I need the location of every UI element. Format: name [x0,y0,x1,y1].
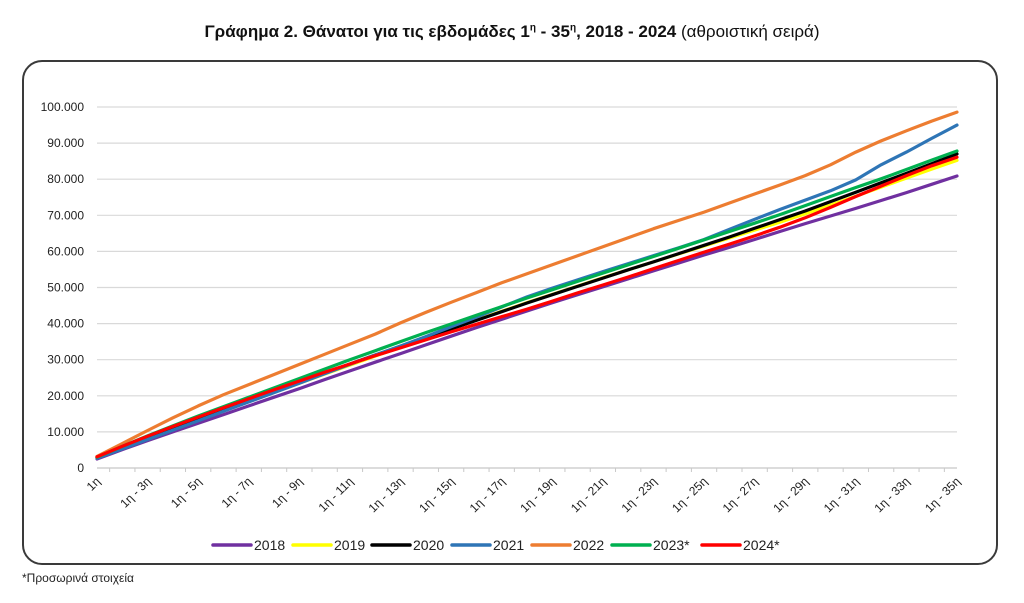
title-sup-1: η [529,22,536,34]
series-line-2018 [95,174,959,461]
series-line-2022 [95,110,959,458]
x-tick-label: 1η - 19η [517,474,558,515]
x-tick-label: 1η - 33η [871,474,912,515]
y-tick-label: 70.000 [47,208,84,222]
x-tick-label: 1η - 5η [168,474,204,510]
x-tick-label: 1η - 3η [117,474,153,510]
x-tick-label: 1η - 7η [219,474,255,510]
x-tick-label: 1η - 11η [316,474,356,514]
y-tick-label: 20.000 [47,389,84,403]
gridlines [97,106,957,433]
y-tick-label: 30.000 [47,353,84,367]
footnote: *Προσωρινά στοιχεία [22,571,134,585]
y-tick-label: 10.000 [47,425,84,439]
x-tick-label: 1η - 17η [467,474,508,515]
legend-label-2023: 2023* [653,537,690,553]
x-tick-label: 1η - 21η [568,474,609,515]
legend-label-2021: 2021 [493,537,524,553]
y-tick-label: 90.000 [47,136,84,150]
y-axis: 0 10.000 20.000 30.000 40.000 50.000 60.000 70.… [41,100,85,475]
y-tick-label: 100.000 [41,100,85,114]
x-tick-label: 1η [84,474,103,493]
x-tick-label: 1η - 25η [669,474,710,515]
legend-label-2019: 2019 [334,537,365,553]
title-text-2: - 35 [535,22,570,41]
chart-title: Γράφημα 2. Θάνατοι για τις εβδομάδες 1η … [0,22,1024,42]
x-tick-label: 1η - 13η [366,474,407,515]
title-years: , 2018 - 2024 [576,22,677,41]
y-tick-label: 60.000 [47,244,84,258]
legend-label-2022: 2022 [573,537,604,553]
y-tick-label: 0 [77,461,84,475]
legend-label-2024: 2024* [743,537,780,553]
y-tick-label: 40.000 [47,317,84,331]
series-lines [95,110,959,461]
x-tick-label: 1η - 35η [922,474,963,515]
title-text-1: Γράφημα 2. Θάνατοι για τις εβδομάδες 1 [204,22,530,41]
title-bold: Γράφημα 2. Θάνατοι για τις εβδομάδες 1η … [204,22,676,41]
legend-label-2018: 2018 [254,537,285,553]
x-tick-label: 1η - 29η [770,474,811,515]
x-tick-label: 1η - 9η [269,474,305,510]
x-tick-label: 1η - 15η [416,474,457,515]
legend: 2018 2019 2020 2021 2022 2023* 2024* [211,537,780,553]
x-tick-label: 1η - 27η [720,474,761,515]
y-tick-label: 80.000 [47,172,84,186]
x-tick-label: 1η - 23η [619,474,660,515]
x-tick-label: 1η - 31η [821,474,862,515]
chart-frame [22,60,998,565]
title-sup-2: η [569,22,577,34]
y-tick-label: 50.000 [47,281,84,295]
title-subtitle: (αθροιστική σειρά) [676,22,820,41]
series-line-2024 [95,155,959,459]
x-axis: 1η 1η - 3η 1η - 5η 1η - 7η 1η - 9η 1η - 11η 1η… [84,467,963,515]
legend-label-2020: 2020 [413,537,444,553]
